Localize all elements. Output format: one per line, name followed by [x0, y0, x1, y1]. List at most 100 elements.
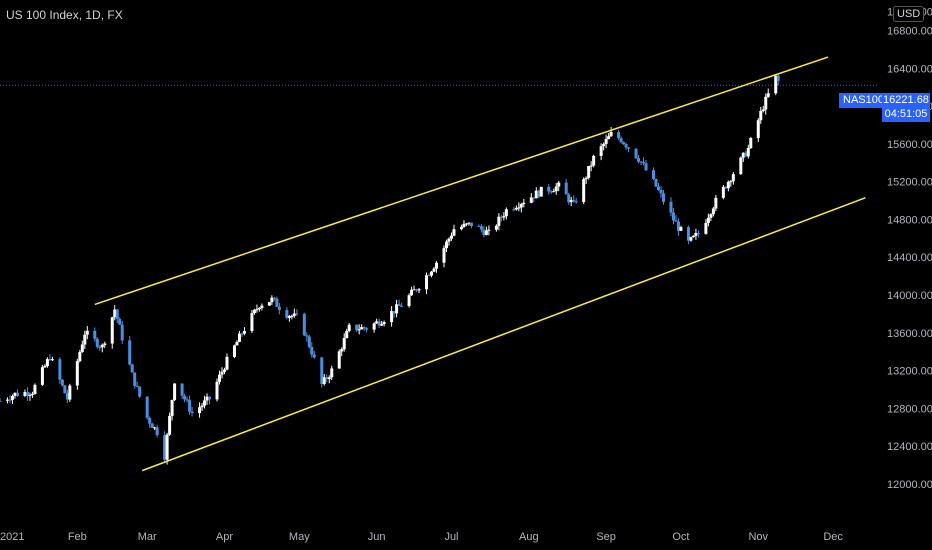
candle-body: [43, 365, 47, 368]
candle-body: [444, 241, 448, 249]
candle-body: [340, 349, 344, 352]
candle-body: [622, 142, 626, 145]
candle-body: [302, 313, 306, 336]
candle-body: [200, 405, 204, 408]
y-tick-label: 12400.00: [887, 441, 932, 453]
candle-body: [8, 399, 12, 401]
candle-body: [365, 328, 369, 330]
candle-body: [218, 374, 221, 382]
candle-body: [764, 96, 768, 110]
candle-body: [447, 238, 451, 242]
candle-body: [80, 344, 84, 353]
candle-body: [100, 344, 104, 348]
candle-body: [661, 193, 665, 202]
candle-body: [564, 182, 568, 195]
candle-body: [50, 359, 54, 361]
candle-body: [652, 170, 656, 179]
candle-body: [83, 334, 87, 345]
candle-body: [290, 315, 294, 317]
candle-body: [222, 369, 226, 372]
candle-body: [766, 93, 770, 97]
candle-body: [497, 216, 501, 226]
candle-body: [634, 148, 638, 159]
candle-body: [759, 110, 763, 121]
candle-body: [479, 226, 483, 230]
candle-body: [654, 178, 658, 187]
candle-body: [113, 309, 117, 318]
candle-body: [390, 311, 394, 323]
x-tick-label: Aug: [519, 531, 539, 543]
candle-body: [731, 174, 735, 182]
candle-body: [225, 356, 229, 370]
candle-body: [250, 313, 254, 331]
candles: [0, 73, 780, 465]
candle-body: [285, 309, 289, 318]
candle-body: [155, 427, 159, 436]
candle-body: [65, 393, 69, 400]
candle-body: [128, 340, 132, 365]
candle-body: [659, 189, 663, 194]
candle-body: [499, 216, 503, 218]
candle-body: [547, 186, 551, 192]
trendlines[interactable]: [94, 56, 866, 472]
candle-body: [714, 197, 718, 209]
candle-body: [574, 201, 578, 203]
candle-body: [400, 305, 404, 307]
y-tick-label: 16400.00: [887, 63, 932, 75]
candle-body: [592, 155, 596, 166]
x-tick-label: May: [289, 531, 310, 543]
y-tick-label: 14400.00: [887, 252, 932, 264]
candle-body: [726, 181, 730, 189]
candle-body: [287, 316, 291, 318]
candle-body: [449, 235, 453, 239]
candle-body: [637, 158, 641, 162]
candle-body: [173, 383, 177, 401]
candle-body: [624, 144, 628, 148]
trendline-lower: [141, 197, 866, 472]
candle-body: [756, 120, 760, 138]
currency-badge[interactable]: USD: [893, 6, 925, 22]
candle-body: [619, 138, 623, 143]
time-axis[interactable]: 2021 Feb Mar Apr May Jun Jul Aug Sep Oct Nov Dec: [0, 531, 843, 543]
candle-body: [382, 322, 386, 325]
candle-body: [567, 194, 571, 203]
candle-body: [442, 248, 446, 263]
candle-body: [163, 435, 167, 460]
candle-body: [362, 327, 366, 329]
candle-body: [746, 147, 750, 157]
price-axis[interactable]: 17000.0016800.0016400.0016000.0015600.00…: [887, 7, 932, 491]
candle-body: [417, 289, 421, 291]
candle-body: [372, 323, 376, 330]
candle-body: [10, 395, 14, 400]
candle-body: [270, 297, 274, 303]
candle-body: [462, 223, 466, 227]
candle-body: [502, 216, 506, 218]
candle-body: [512, 209, 516, 211]
candle-body: [407, 295, 411, 307]
candle-body: [208, 396, 212, 400]
candle-body: [292, 313, 296, 316]
x-tick-label: Oct: [672, 531, 689, 543]
candle-body: [5, 399, 9, 401]
candle-body: [721, 186, 725, 198]
candle-body: [320, 357, 324, 384]
candle-body: [220, 371, 224, 375]
candle-body: [569, 199, 573, 203]
candle-body: [724, 186, 728, 189]
candle-body: [425, 275, 429, 290]
y-tick-label: 13600.00: [887, 328, 932, 340]
x-tick-label: Sep: [596, 531, 616, 543]
candle-body: [517, 207, 521, 209]
candle-body: [487, 229, 491, 231]
candle-body: [395, 304, 399, 314]
candle-body: [215, 381, 219, 400]
candle-body: [165, 434, 169, 460]
y-tick-label: 12000.00: [887, 479, 932, 491]
candle-body: [392, 311, 396, 314]
candle-body: [430, 271, 434, 276]
x-tick-label: Mar: [138, 531, 157, 543]
candle-body: [110, 317, 114, 344]
candle-body: [584, 177, 588, 180]
y-tick-label: 14000.00: [887, 290, 932, 302]
